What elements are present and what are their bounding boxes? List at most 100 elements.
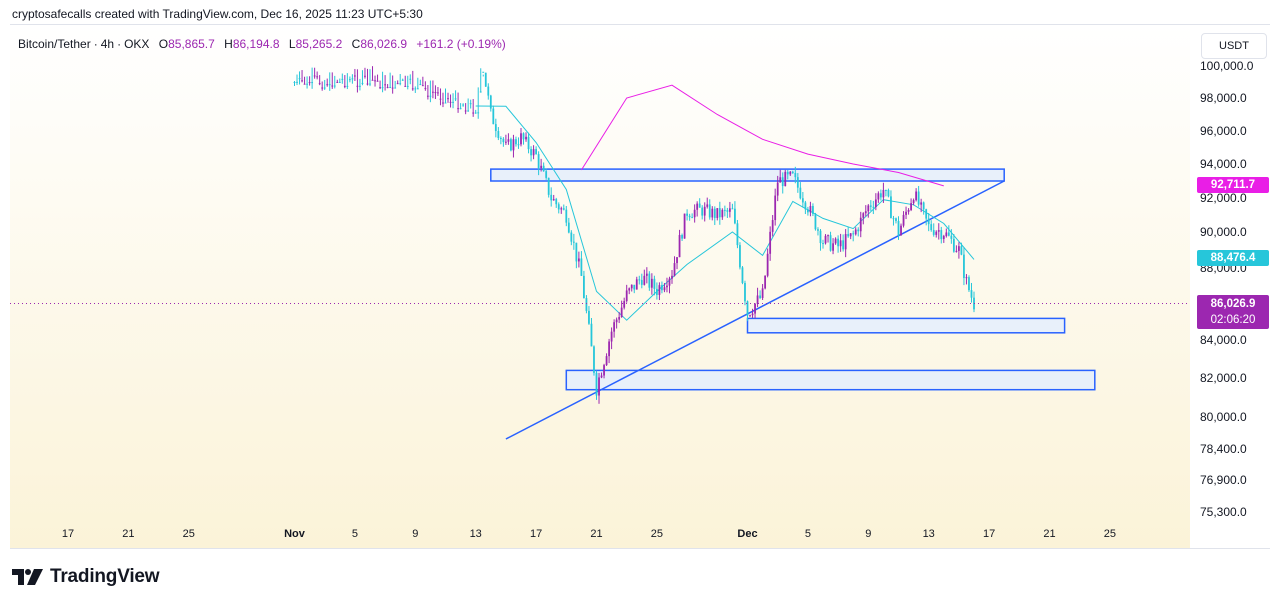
candle-body xyxy=(902,214,905,226)
candle-body xyxy=(346,85,349,87)
candle-body xyxy=(779,177,782,183)
candle-body xyxy=(935,231,938,235)
candle-body xyxy=(452,101,454,103)
candle-body xyxy=(613,322,616,332)
candle-body xyxy=(683,213,686,239)
candle-body xyxy=(447,98,449,100)
candle-body xyxy=(507,139,510,142)
x-tick-label: 21 xyxy=(122,528,134,540)
interval[interactable]: 4h xyxy=(100,37,115,51)
price-scale-background xyxy=(1190,25,1270,548)
candle-body xyxy=(343,85,346,87)
price-chart[interactable]: 100,000.0 98,000.0 96,000.0 94,000.0 92,000.… xyxy=(10,25,1270,548)
candle-body xyxy=(484,72,487,87)
candle-body xyxy=(804,202,807,210)
candle-body xyxy=(303,83,306,85)
candle-body xyxy=(731,208,734,210)
tradingview-logo[interactable]: TradingView xyxy=(12,566,160,588)
candle-body xyxy=(817,229,819,231)
candle-body xyxy=(348,79,351,81)
slow-moving-average xyxy=(580,84,944,187)
candle-body xyxy=(341,78,344,80)
x-tick-label: 17 xyxy=(62,528,74,540)
candle-body xyxy=(703,206,706,216)
candle-body xyxy=(686,213,688,216)
symbol-legend[interactable]: Bitcoin/Tether · 4h · OKX O85,865.7 H86,194.… xyxy=(18,37,506,51)
candle-body xyxy=(645,273,648,276)
candle-body xyxy=(849,233,852,237)
candle-body xyxy=(411,88,414,90)
candle-body xyxy=(565,209,568,223)
candle-body xyxy=(640,280,643,285)
open-value: 85,865.7 xyxy=(168,37,215,51)
candle-body xyxy=(942,236,945,240)
candle-body xyxy=(746,301,749,316)
candle-body xyxy=(379,87,381,89)
candle-body xyxy=(872,206,875,208)
chart-area[interactable]: 100,000.0 98,000.0 96,000.0 94,000.0 92,000.… xyxy=(10,24,1270,549)
currency-button[interactable]: USDT xyxy=(1201,33,1267,59)
candle-body xyxy=(786,171,789,175)
candle-body xyxy=(381,87,384,89)
low-label: L xyxy=(288,37,296,51)
lower-ma-value: 88,476.4 xyxy=(1210,252,1256,264)
fast-moving-average xyxy=(475,105,975,321)
candle-body xyxy=(628,288,631,291)
open-label: O xyxy=(158,37,169,51)
candle-body xyxy=(522,133,525,140)
candle-body xyxy=(771,220,774,232)
candle-body xyxy=(723,209,726,211)
candle-body xyxy=(678,235,681,258)
candle-body xyxy=(676,257,678,264)
y-tick-label: 90,000.0 xyxy=(1200,225,1247,239)
upper-ma-badge: 92,711.7 xyxy=(1197,177,1269,193)
candle-body xyxy=(927,218,930,225)
candle-body xyxy=(296,81,298,83)
candle-body xyxy=(751,313,754,316)
candle-body xyxy=(560,208,563,210)
y-tick-label: 78,400.0 xyxy=(1200,442,1247,456)
candle-body xyxy=(399,83,402,85)
candle-body xyxy=(754,303,756,314)
candle-body xyxy=(356,85,359,87)
candle-body xyxy=(947,232,950,236)
candle-body xyxy=(920,202,923,205)
exchange: OKX xyxy=(124,37,150,51)
candle-body xyxy=(590,323,593,347)
candle-body xyxy=(799,187,802,199)
candle-body xyxy=(844,234,847,250)
change-value: +161.2 (+0.19%) xyxy=(416,37,506,51)
candle-body xyxy=(359,85,361,87)
candle-body xyxy=(527,136,530,150)
candle-body xyxy=(567,222,570,233)
symbol-name[interactable]: Bitcoin/Tether xyxy=(18,37,91,51)
candle-body xyxy=(661,285,663,291)
x-tick-label: 17 xyxy=(530,528,542,540)
candle-body xyxy=(887,189,890,197)
candle-body xyxy=(930,224,933,231)
candle-body xyxy=(638,279,641,281)
x-tick-label: 25 xyxy=(651,528,663,540)
candle-body xyxy=(892,218,895,220)
high-label: H xyxy=(224,37,233,51)
candle-body xyxy=(633,284,636,290)
candle-body xyxy=(650,278,653,288)
candle-body xyxy=(464,110,467,112)
candle-body xyxy=(454,98,457,100)
candle-body xyxy=(706,204,709,207)
x-tick-label: 25 xyxy=(183,528,195,540)
candle-body xyxy=(394,87,397,89)
candle-body xyxy=(474,112,477,114)
x-tick-label: 25 xyxy=(1104,528,1116,540)
candle-body xyxy=(630,284,633,289)
candle-body xyxy=(311,82,314,84)
candle-body xyxy=(847,234,850,237)
candle-body xyxy=(718,208,721,218)
candle-body xyxy=(585,298,588,311)
candle-body xyxy=(917,191,920,205)
candle-body xyxy=(922,202,925,210)
x-tick-label: 13 xyxy=(923,528,935,540)
candle-body xyxy=(424,88,427,90)
candle-body xyxy=(837,238,839,247)
candle-body xyxy=(545,171,548,178)
